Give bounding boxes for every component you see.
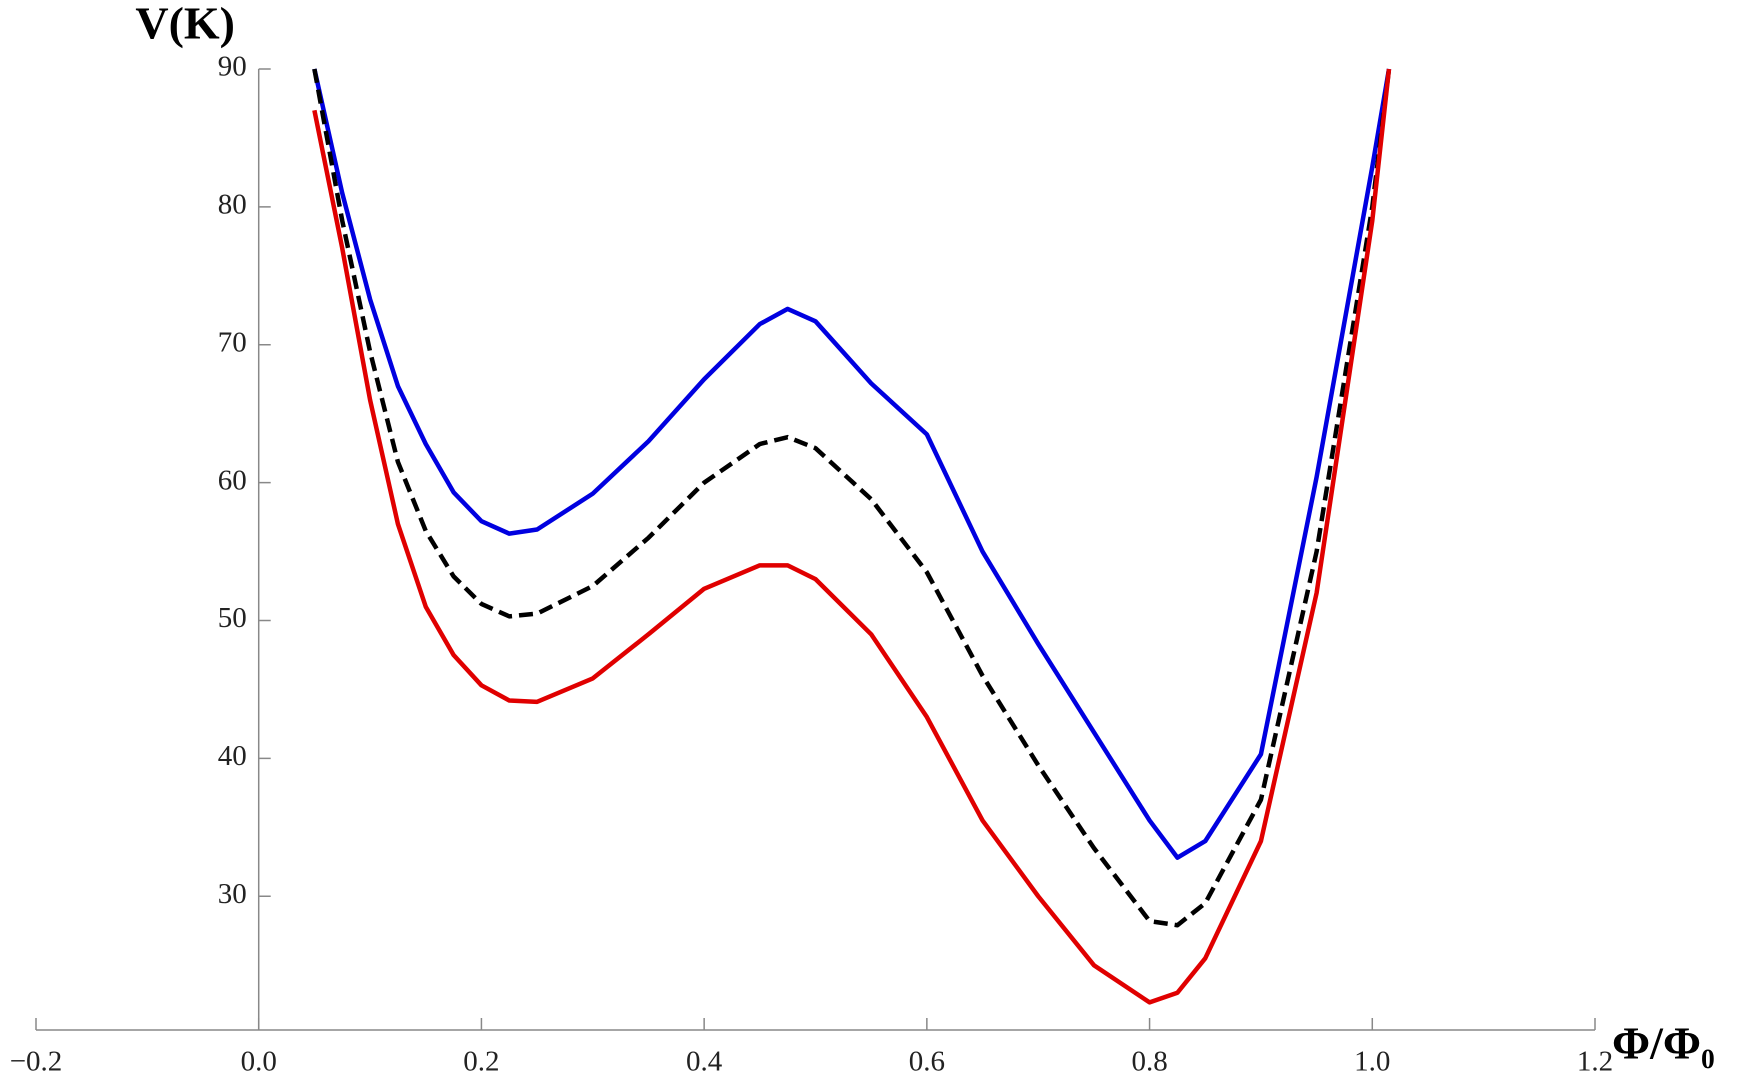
x-tick-label: 0.6: [909, 1046, 945, 1078]
y-tick-label: 30: [218, 878, 247, 910]
y-tick-label: 60: [218, 464, 247, 496]
x-tick-label: 0.0: [241, 1046, 277, 1078]
x-tick-label: 0.8: [1131, 1046, 1167, 1078]
y-axis-label: V(K): [135, 0, 235, 49]
x-tick-label: 1.2: [1577, 1046, 1613, 1078]
y-tick-label: 50: [218, 602, 247, 634]
x-tick-label: 0.4: [686, 1046, 723, 1078]
series-line: [312, 68, 1392, 860]
y-tick-label: 80: [218, 189, 247, 221]
x-axis-label: Φ/Φ₀: [1612, 1018, 1715, 1069]
series-line: [312, 68, 1392, 1005]
y-tick-label: 70: [218, 326, 247, 358]
y-tick-label: 40: [218, 740, 247, 772]
x-tick-label: 1.0: [1354, 1046, 1390, 1078]
y-tick-label: 90: [218, 51, 247, 83]
x-tick-label: 0.2: [463, 1046, 499, 1078]
series-line: [312, 68, 1392, 928]
x-tick-label: −0.2: [10, 1046, 63, 1078]
